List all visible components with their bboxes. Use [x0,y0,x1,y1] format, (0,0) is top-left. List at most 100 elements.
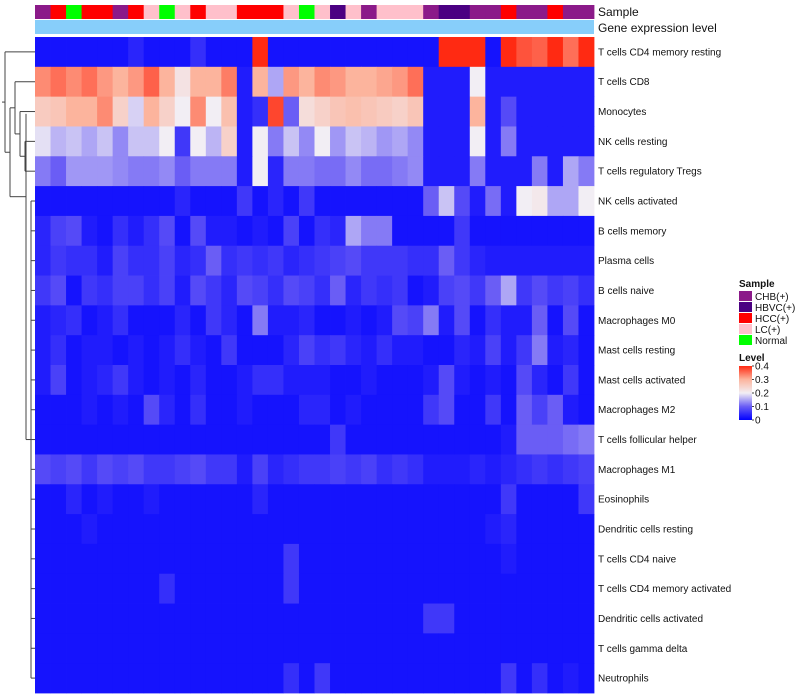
sample-legend-swatch [739,313,752,323]
heatmap-cell [500,603,517,634]
heatmap-cell [112,424,129,455]
heatmap-cell [500,37,517,68]
heatmap-cell [423,514,440,545]
heatmap-cell [35,484,51,515]
heatmap-cell [221,335,238,366]
heatmap-cell [330,186,346,217]
heatmap-cell [376,424,393,455]
heatmap-cell [174,633,191,664]
heatmap-cell [407,126,424,157]
heatmap-cell [174,275,191,306]
heatmap-cell [314,275,331,306]
heatmap-cell [81,96,98,127]
heatmap-cell [252,245,269,276]
heatmap-cell [190,543,207,575]
sample-annotation-cell [562,5,579,19]
heatmap-cell [485,454,502,485]
heatmap-cell [221,186,238,217]
heatmap-cell [485,633,502,664]
sample-track-label: Sample [598,5,639,19]
heatmap-cell [283,126,300,157]
sample-legend-label: HCC(+) [755,314,789,325]
heatmap-cell [112,514,129,545]
heatmap-cell [454,633,471,664]
heatmap-cell [267,394,284,426]
heatmap-cell [66,633,82,664]
heatmap-cell [97,514,114,545]
row-label: NK cells resting [598,137,667,148]
heatmap-cell [392,365,409,396]
heatmap-cell [423,484,440,515]
heatmap-cell [330,633,346,664]
heatmap-cell [174,484,191,515]
heatmap-cell [236,215,253,247]
heatmap-cell [392,603,409,634]
heatmap-cell [190,394,207,426]
heatmap-cell [500,573,517,604]
heatmap-cell [423,66,440,98]
heatmap-cell [314,573,331,604]
heatmap-cell [376,245,393,276]
heatmap-cell [97,424,114,455]
heatmap-cell [407,514,424,545]
heatmap-cell [361,484,378,515]
heatmap-cell [112,394,129,426]
heatmap-cell [205,424,222,455]
heatmap-cell [423,156,440,187]
sample-annotation-cell [516,5,533,19]
heatmap-cell [298,215,315,247]
heatmap-cell [35,275,51,306]
row-label: Macrophages M0 [598,316,676,327]
heatmap-cell [159,365,176,396]
heatmap-cell [112,275,129,306]
heatmap-cell [81,275,98,306]
heatmap-cell [500,186,517,217]
sample-annotation-cell [376,5,393,19]
heatmap-cell [531,96,548,127]
heatmap-cell [500,126,517,157]
heatmap-cell [516,603,533,634]
heatmap-cell [236,156,253,187]
heatmap-cell [547,424,564,455]
row-label: B cells memory [598,226,666,237]
sample-annotation-cell [314,5,331,19]
heatmap-cell [97,454,114,485]
heatmap-cell [50,603,67,634]
heatmap-cell [485,275,502,306]
heatmap-cell [454,305,471,336]
heatmap-cell [283,603,300,634]
heatmap-cell [205,454,222,485]
heatmap-cell [128,484,145,515]
row-label: Monocytes [598,107,646,118]
sample-annotation-cell [221,5,238,19]
heatmap-cell [283,543,300,575]
heatmap-cell [97,394,114,426]
heatmap-cell [205,663,222,694]
heatmap-cell [469,66,486,98]
heatmap-cell [205,245,222,276]
heatmap-cell [516,245,533,276]
heatmap-cell [454,543,471,575]
row-label: Plasma cells [598,256,654,267]
heatmap-cell [345,573,362,604]
heatmap-cell [314,186,331,217]
heatmap-cell [35,335,51,366]
heatmap-cell [469,484,486,515]
heatmap-cell [500,454,517,485]
heatmap-cell [531,663,548,694]
heatmap-cell [205,633,222,664]
heatmap-cell [392,335,409,366]
heatmap-cell [438,305,455,336]
heatmap-cell [252,156,269,187]
heatmap-cell [298,365,315,396]
heatmap-cell [578,156,595,187]
heatmap-cell [190,126,207,157]
heatmap-cell [438,514,455,545]
heatmap-cell [298,603,315,634]
heatmap-cell [562,275,579,306]
heatmap-cell [143,424,160,455]
heatmap-cell [454,663,471,694]
heatmap-cell [128,514,145,545]
heatmap-cell [35,573,51,604]
heatmap-cell [469,514,486,545]
